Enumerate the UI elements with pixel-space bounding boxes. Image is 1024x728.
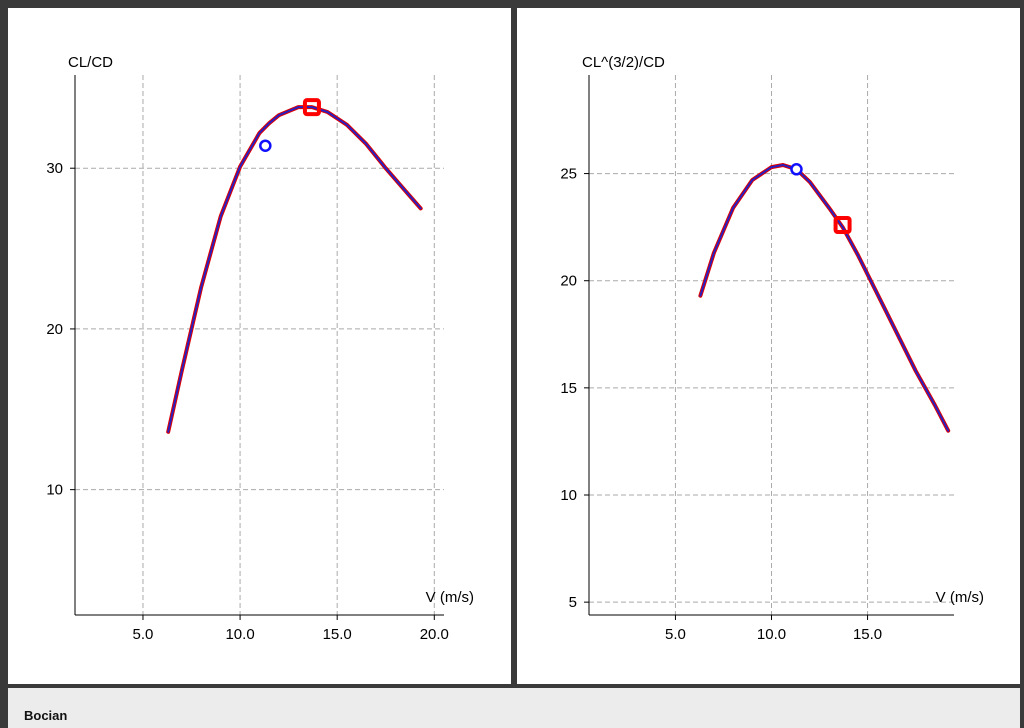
y-axis-label: CL/CD <box>68 54 113 71</box>
y-tick-label: 20 <box>560 273 577 290</box>
series-line <box>699 164 950 432</box>
y-tick-label: 25 <box>560 166 577 183</box>
chart-cl32-cd: 5.0 10.0 15.0 5 10 15 20 25 CL^(3/2)/CD V (m/s) <box>560 54 984 643</box>
footer-bar: Bocian <box>8 688 1020 728</box>
x-tick-label: 10.0 <box>225 626 254 643</box>
y-tick-label: 30 <box>46 160 63 177</box>
y-tick-label: 10 <box>46 482 63 499</box>
x-tick-label: 5.0 <box>665 626 686 643</box>
footer-title: Bocian <box>24 708 68 723</box>
y-tick-label: 20 <box>46 321 63 338</box>
y-tick-label: 15 <box>560 380 577 397</box>
marker-circle <box>790 163 803 176</box>
chart-panel-left: 5.0 10.0 15.0 20.0 10 20 30 CL/CD V (m/s) <box>8 8 511 684</box>
marker-square <box>302 98 321 117</box>
marker-circle <box>259 139 272 152</box>
series-line <box>167 106 422 433</box>
y-axis-label: CL^(3/2)/CD <box>582 54 665 71</box>
marker-square <box>833 216 852 234</box>
y-tick-label: 10 <box>560 487 577 504</box>
x-tick-label: 20.0 <box>420 626 449 643</box>
series-line-outline <box>698 163 951 433</box>
x-tick-label: 10.0 <box>757 626 786 643</box>
chart-panel-right: 5.0 10.0 15.0 5 10 15 20 25 CL^(3/2)/CD V (m/s) <box>517 8 1020 684</box>
x-tick-label: 5.0 <box>133 626 154 643</box>
x-axis-label: V (m/s) <box>936 589 984 606</box>
x-tick-label: 15.0 <box>853 626 882 643</box>
x-axis-label: V (m/s) <box>426 589 474 606</box>
chart-cl-cd: 5.0 10.0 15.0 20.0 10 20 30 CL/CD V (m/s) <box>46 54 474 643</box>
x-tick-label: 15.0 <box>323 626 352 643</box>
y-tick-label: 5 <box>569 594 577 611</box>
